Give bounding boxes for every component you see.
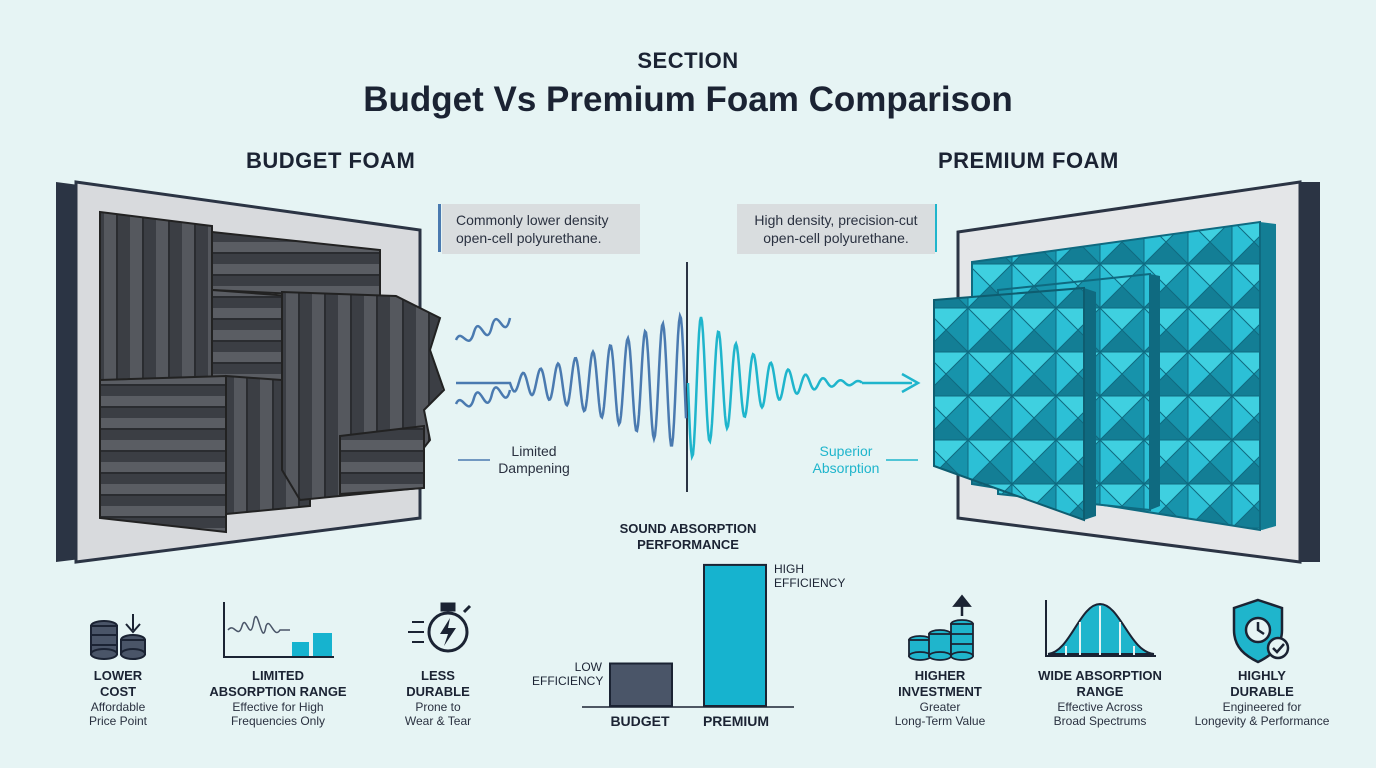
feature-title-line1: LIMITED (252, 668, 304, 683)
premium-wave-label-line1: Superior (819, 443, 873, 459)
premium-foam-heading: PREMIUM FOAM (938, 148, 1119, 173)
feature-desc-line2: Price Point (88, 714, 148, 728)
feature-desc-line1: Affordable (90, 700, 146, 714)
bar-label-premium: HIGH EFFICIENCY (774, 562, 874, 590)
feature-title-line1: HIGHER (914, 668, 966, 683)
feature-wide-absorption-range: WIDE ABSORPTION RANGE Effective Across B… (1010, 668, 1190, 728)
feature-desc-line1: Effective for High (232, 700, 324, 714)
feature-title-line2: INVESTMENT (898, 684, 982, 699)
feature-desc-line2: Broad Spectrums (1053, 714, 1147, 728)
feature-desc-line1: Prone to (415, 700, 461, 714)
page-title: Budget Vs Premium Foam Comparison (363, 80, 1013, 119)
chart-title-line2: PERFORMANCE (637, 537, 739, 552)
budget-wave-label: Limited Dampening (494, 443, 574, 477)
feature-desc-line1: Effective Across (1057, 700, 1143, 714)
feature-lower-cost: LOWER COST Affordable Price Point (28, 668, 208, 728)
feature-title-line2: RANGE (1076, 684, 1124, 699)
budget-foam-panels (99, 210, 446, 534)
budget-callout-bar (438, 204, 441, 252)
feature-title-line2: DURABLE (1230, 684, 1294, 699)
bar-label-premium-line1: HIGH (774, 562, 804, 576)
budget-sound-wave (454, 311, 688, 447)
bell-curve-icon (1045, 600, 1156, 657)
feature-desc-line1: Engineered for (1222, 700, 1302, 714)
feature-desc-line2: Longevity & Performance (1194, 714, 1330, 728)
feature-higher-investment: HIGHER INVESTMENT Greater Long-Term Valu… (850, 668, 1030, 728)
budget-callout-line1: Commonly lower density (456, 212, 609, 228)
budget-callout-line2: open-cell polyurethane. (456, 230, 602, 246)
feature-desc-line2: Frequencies Only (230, 714, 326, 728)
feature-less-durable: LESS DURABLE Prone to Wear & Tear (348, 668, 528, 728)
coins-up-icon (908, 594, 974, 661)
bar-label-budget-line2: EFFICIENCY (532, 674, 604, 688)
bar-premium (703, 563, 767, 708)
chart-title: SOUND ABSORPTION PERFORMANCE (588, 521, 788, 553)
feature-desc-line1: Greater (919, 700, 961, 714)
budget-wave-label-line1: Limited (511, 443, 557, 459)
feature-desc-line2: Long-Term Value (894, 714, 986, 728)
feature-title-line2: COST (99, 684, 137, 699)
bar-label-premium-line2: EFFICIENCY (774, 576, 846, 590)
coins-down-icon (90, 614, 146, 660)
premium-callout-bar (934, 204, 937, 252)
premium-wave-label-line2: Absorption (812, 460, 880, 476)
feature-limited-absorption-range: LIMITED ABSORPTION RANGE Effective for H… (188, 668, 368, 728)
feature-desc-line2: Wear & Tear (404, 714, 472, 728)
budget-wave-label-line2: Dampening (498, 460, 570, 476)
feature-title-line1: WIDE ABSORPTION (1038, 668, 1162, 683)
section-label: SECTION (637, 48, 739, 73)
feature-title-line1: LESS (421, 668, 455, 683)
limited-range-graph-icon (223, 602, 334, 658)
premium-callout: High density, precision-cut open-cell po… (737, 204, 935, 254)
bar-budget (609, 662, 673, 707)
premium-wave-label: Superior Absorption (804, 443, 888, 477)
premium-foam-panels (933, 220, 1276, 532)
bar-label-budget-line1: LOW (574, 660, 602, 674)
feature-highly-durable: HIGHLY DURABLE Engineered for Longevity … (1172, 668, 1352, 728)
feature-title-line2: DURABLE (406, 684, 470, 699)
premium-callout-line2: open-cell polyurethane. (763, 230, 909, 246)
bar-category-premium: PREMIUM (702, 713, 770, 729)
chart-title-line1: SOUND ABSORPTION (619, 521, 757, 536)
feature-title-line1: LOWER (93, 668, 143, 683)
stopwatch-icon (408, 602, 472, 653)
budget-foam-heading: BUDGET FOAM (246, 148, 416, 173)
premium-callout-line1: High density, precision-cut (754, 212, 918, 228)
budget-callout: Commonly lower density open-cell polyure… (442, 204, 640, 254)
feature-title-line2: ABSORPTION RANGE (209, 684, 347, 699)
bar-category-budget: BUDGET (610, 713, 670, 729)
absorption-chart (582, 563, 794, 708)
feature-title-line1: HIGHLY (1238, 668, 1286, 683)
shield-clock-icon (1232, 598, 1290, 664)
premium-sound-wave (686, 316, 921, 462)
bar-label-budget: LOW EFFICIENCY (532, 660, 604, 688)
